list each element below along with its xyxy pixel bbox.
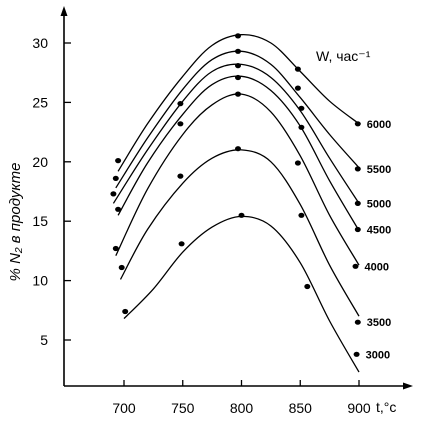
y-tick-label: 15 [32, 213, 48, 229]
data-point [294, 66, 301, 72]
series-5500 [112, 48, 361, 189]
series-label-6000: 6000 [367, 119, 391, 131]
series-3500 [118, 146, 361, 325]
y-axis-label: % N₂ в продукте [7, 163, 24, 282]
series-5000 [110, 63, 361, 206]
legend-title: W, час⁻¹ [316, 48, 371, 64]
y-axis-arrow-icon [60, 6, 68, 16]
data-point [122, 308, 129, 315]
data-point [294, 160, 301, 166]
data-point [177, 173, 184, 179]
series-6000 [115, 33, 361, 172]
x-tick-label: 850 [289, 400, 313, 416]
series-label-4500: 4500 [367, 225, 391, 237]
series-4500 [115, 74, 361, 233]
data-point [298, 212, 305, 218]
data-point [298, 105, 305, 111]
data-point [235, 48, 241, 54]
data-point [354, 200, 361, 206]
x-axis-ticks: 700 750 800 850 900 [112, 380, 371, 416]
data-point [352, 263, 359, 269]
data-point [304, 283, 311, 290]
series-label-5000: 5000 [367, 198, 391, 210]
y-tick-label: 25 [32, 94, 48, 110]
series-label-3500: 3500 [367, 317, 391, 329]
x-axis-arrow-icon [403, 382, 413, 390]
y-tick-label: 5 [40, 332, 48, 348]
data-point [112, 175, 119, 181]
series-label-3000: 3000 [366, 349, 390, 361]
series-line-3500 [119, 149, 360, 317]
data-point [118, 264, 125, 271]
y-tick-label: 30 [32, 35, 48, 51]
data-point [294, 85, 301, 91]
data-point [177, 101, 184, 107]
chart-series [110, 33, 361, 373]
x-tick-label: 700 [112, 400, 136, 416]
data-point [235, 33, 241, 39]
series-line-4500 [117, 75, 360, 232]
series-3000 [122, 212, 360, 373]
data-point [235, 74, 241, 81]
series-labels: 6000 5500 5000 4500 4000 3500 3000 [365, 119, 392, 361]
data-point [178, 241, 185, 247]
data-point [177, 121, 184, 127]
series-line-3000 [123, 215, 360, 373]
data-point [115, 206, 122, 212]
series-label-5500: 5500 [367, 164, 391, 176]
series-label-4000: 4000 [365, 261, 389, 273]
data-point [112, 245, 119, 252]
data-point [353, 351, 360, 357]
y-axis-ticks: 5 10 15 20 25 30 [32, 35, 71, 348]
data-point [238, 212, 245, 218]
data-point [115, 158, 122, 164]
chart-axes [60, 6, 413, 390]
series-4000 [112, 91, 360, 269]
data-point [110, 191, 117, 197]
data-point [298, 124, 305, 130]
y-tick-label: 20 [32, 154, 48, 170]
x-tick-label: 900 [347, 400, 371, 416]
data-point [235, 91, 241, 97]
x-axis-label: t,°c [376, 399, 396, 415]
x-tick-label: 800 [230, 400, 254, 416]
series-line-5000 [112, 63, 360, 204]
data-point [235, 63, 241, 69]
series-line-6000 [117, 34, 360, 172]
data-point [235, 146, 241, 152]
data-point [354, 166, 361, 172]
series-line-4000 [115, 93, 360, 266]
series-line-5500 [115, 50, 360, 189]
y-tick-label: 10 [32, 273, 48, 289]
data-point [354, 226, 361, 233]
x-tick-label: 750 [171, 400, 195, 416]
data-point [354, 121, 361, 127]
data-point [354, 319, 361, 325]
